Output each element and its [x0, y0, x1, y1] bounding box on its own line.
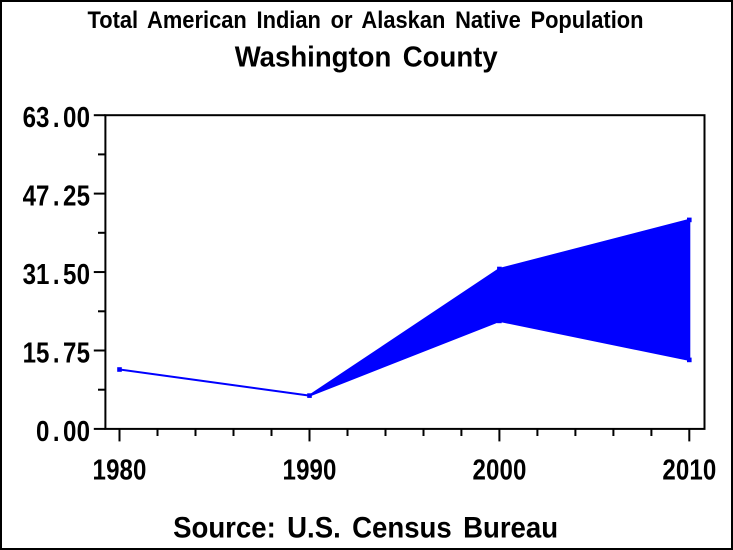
svg-text:2000: 2000 [472, 453, 526, 486]
svg-text:63.00: 63. 00 [23, 101, 90, 134]
svg-text:2010: 2010 [662, 453, 716, 486]
svg-text:Source: U.S. Census Bureau: Source: U.S. Census Bureau [173, 512, 558, 545]
svg-text:1980: 1980 [93, 453, 147, 486]
svg-text:0.00: 0. 00 [36, 415, 90, 448]
svg-text:1990: 1990 [283, 453, 337, 486]
svg-text:15.75: 15. 75 [23, 336, 91, 369]
svg-text:47.25: 47. 25 [23, 179, 91, 212]
svg-text:Washington County: Washington County [235, 41, 498, 73]
svg-text:Total American Indian or Alask: Total American Indian or Alaskan Native … [88, 7, 644, 34]
svg-text:31.50: 31. 50 [23, 258, 90, 291]
